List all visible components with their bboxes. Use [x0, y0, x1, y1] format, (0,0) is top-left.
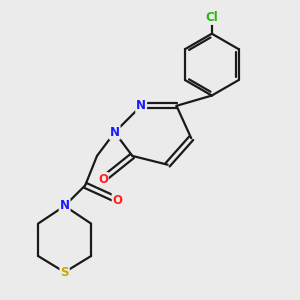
Text: O: O: [112, 194, 123, 207]
Text: N: N: [110, 126, 120, 139]
Text: N: N: [136, 99, 146, 112]
Text: N: N: [60, 200, 70, 212]
Text: S: S: [60, 266, 69, 279]
Text: O: O: [98, 173, 108, 186]
Text: Cl: Cl: [206, 11, 218, 24]
